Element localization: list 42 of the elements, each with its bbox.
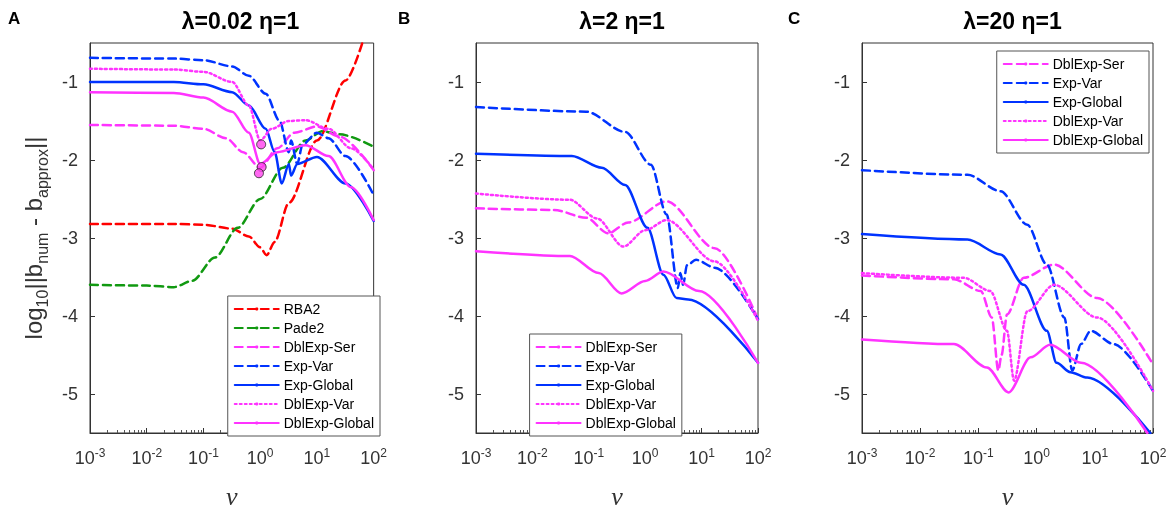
- y-tick-label: -4: [61, 306, 78, 326]
- x-axis-title: ν: [1001, 481, 1014, 511]
- legend-label: Exp-Global: [585, 377, 655, 393]
- legend-label: DblExp-Global: [283, 415, 374, 431]
- legend-label: DblExp-Var: [585, 396, 657, 412]
- legend-label: Exp-Global: [283, 377, 353, 393]
- legend-label: Exp-Var: [1052, 75, 1103, 91]
- y-tick-label: -4: [447, 306, 464, 326]
- y-tick-label: -2: [61, 150, 78, 170]
- y-tick-label: -2: [833, 150, 850, 170]
- y-tick-label: -5: [833, 384, 850, 404]
- y-tick-label: -3: [61, 228, 78, 248]
- chart-title: λ=2 η=1: [579, 7, 666, 34]
- legend-label: DblExp-Global: [585, 415, 676, 431]
- legend-label: RBA2: [283, 301, 321, 317]
- y-axis-title: log10||bnum - bapprox||: [19, 136, 51, 340]
- legend-label: Exp-Var: [283, 358, 334, 374]
- y-tick-label: -3: [447, 228, 464, 248]
- legend-label: DblExp-Global: [1052, 132, 1143, 148]
- y-tick-label: -1: [447, 72, 464, 92]
- y-tick-label: -3: [833, 228, 850, 248]
- legend-label: DblExp-Ser: [283, 339, 356, 355]
- legend-label: Exp-Global: [1052, 94, 1122, 110]
- y-tick-label: -1: [833, 72, 850, 92]
- x-axis-title: ν: [226, 481, 239, 511]
- legend-label: Pade2: [283, 320, 325, 336]
- legend-label: DblExp-Var: [283, 396, 355, 412]
- chart-title: λ=0.02 η=1: [181, 7, 300, 34]
- legend-label: Exp-Var: [585, 358, 636, 374]
- y-tick-label: -5: [447, 384, 464, 404]
- text: C: [788, 9, 801, 28]
- legend-label: DblExp-Var: [1052, 113, 1124, 129]
- y-tick-label: -5: [61, 384, 78, 404]
- text: B: [398, 9, 411, 28]
- x-axis-title: ν: [611, 481, 624, 511]
- legend-label: DblExp-Ser: [1052, 56, 1125, 72]
- chart-title: λ=20 η=1: [963, 7, 1062, 34]
- y-tick-label: -1: [61, 72, 78, 92]
- text: A: [8, 9, 21, 28]
- y-tick-label: -4: [833, 306, 850, 326]
- y-tick-label: -2: [447, 150, 464, 170]
- legend-label: DblExp-Ser: [585, 339, 658, 355]
